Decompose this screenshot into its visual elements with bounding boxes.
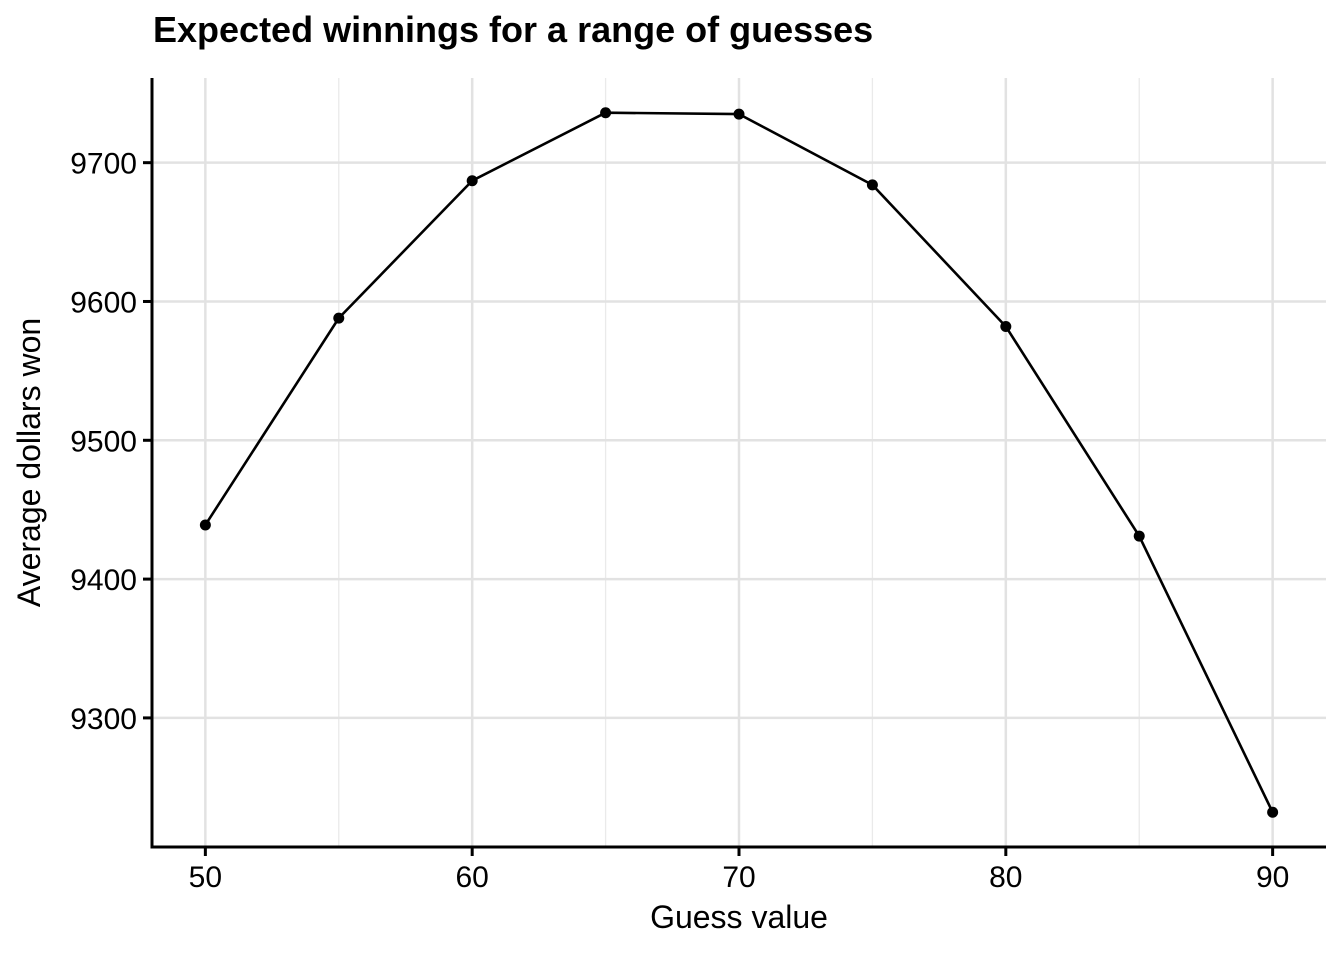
- data-point: [333, 312, 345, 324]
- data-point: [866, 179, 878, 191]
- data-point: [1267, 806, 1279, 818]
- data-point: [600, 107, 612, 119]
- x-axis-title: Guess value: [650, 899, 828, 935]
- y-tick-label: 9500: [70, 425, 137, 458]
- x-tick-label: 70: [722, 861, 755, 894]
- y-axis-title-wrap: Average dollars won: [2, 78, 58, 847]
- chart-title: Expected winnings for a range of guesses: [153, 9, 874, 50]
- y-tick-label: 9700: [70, 148, 137, 181]
- y-tick-label: 9600: [70, 286, 137, 319]
- x-tick-label: 50: [189, 861, 222, 894]
- x-tick-label: 60: [455, 861, 488, 894]
- data-point: [733, 108, 745, 120]
- x-tick-label: 90: [1256, 861, 1289, 894]
- data-point: [1133, 530, 1145, 542]
- data-point: [466, 175, 478, 187]
- x-tick-label: 80: [989, 861, 1022, 894]
- data-point: [1000, 320, 1012, 332]
- data-point: [199, 519, 211, 531]
- y-axis-title: Average dollars won: [11, 317, 48, 608]
- y-tick-label: 9300: [70, 703, 137, 736]
- y-tick-label: 9400: [70, 564, 137, 597]
